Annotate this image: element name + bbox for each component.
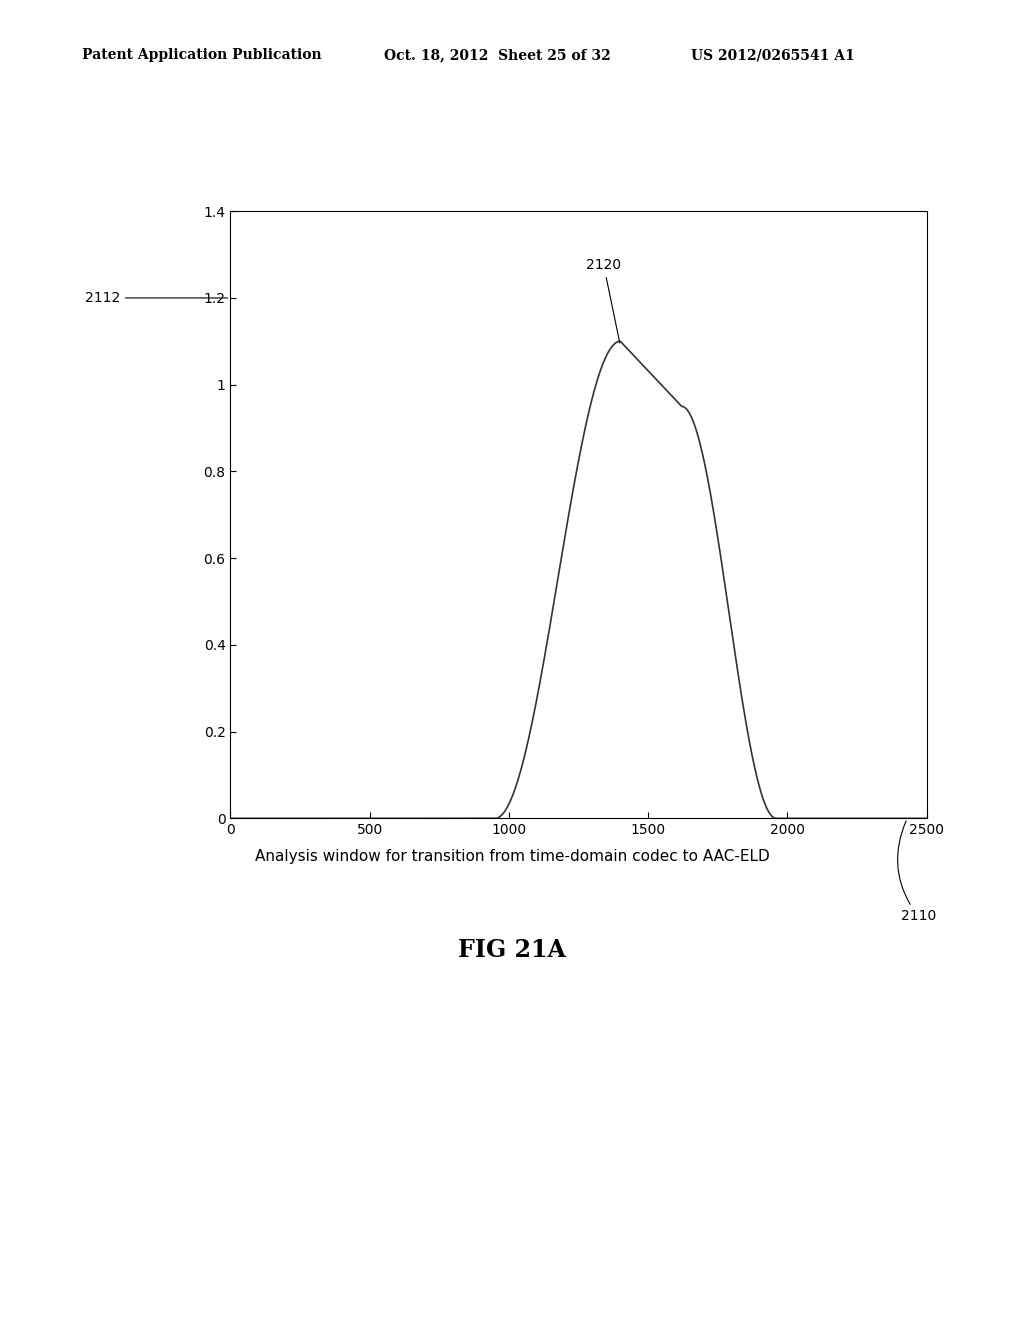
Text: Analysis window for transition from time-domain codec to AAC-ELD: Analysis window for transition from time… [255, 849, 769, 863]
Text: FIG 21A: FIG 21A [458, 939, 566, 962]
Text: 2120: 2120 [586, 257, 622, 343]
Text: Oct. 18, 2012  Sheet 25 of 32: Oct. 18, 2012 Sheet 25 of 32 [384, 49, 610, 62]
Text: 2110: 2110 [898, 821, 936, 924]
Text: Patent Application Publication: Patent Application Publication [82, 49, 322, 62]
Text: 2112: 2112 [85, 290, 227, 305]
Text: US 2012/0265541 A1: US 2012/0265541 A1 [691, 49, 855, 62]
